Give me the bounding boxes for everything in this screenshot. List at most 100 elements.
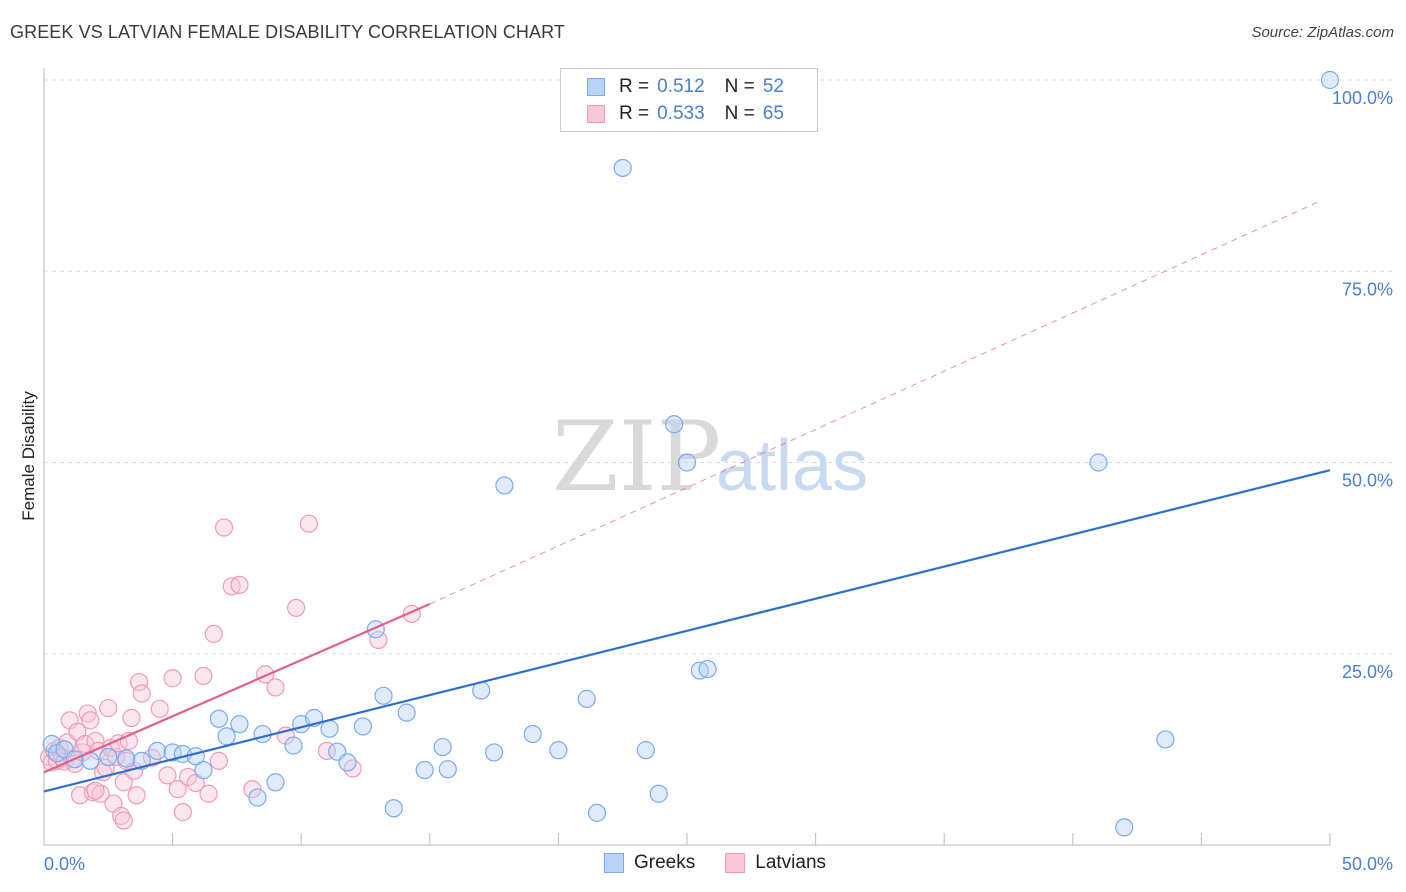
source-label: Source: ZipAtlas.com (1251, 24, 1394, 41)
stats-legend: R = 0.512 N = 52 R = 0.533 N = 65 (560, 68, 818, 132)
greeks-point (587, 803, 607, 822)
watermark-atlas: atlas (716, 426, 868, 506)
data-points (40, 70, 1340, 837)
greeks-point (338, 753, 357, 772)
greeks-point (698, 659, 717, 679)
latvians-point (158, 766, 177, 785)
gridlines (44, 79, 1393, 655)
legend-r-label: R = (619, 103, 650, 124)
y-tick-labels: 25.0% 50.0% 75.0% 100.0% (1332, 88, 1393, 682)
legend-r-label: R = (619, 76, 650, 97)
latvians-point (91, 784, 110, 803)
greeks-point (577, 689, 596, 708)
greeks-point (217, 727, 236, 746)
latvians-point (150, 699, 169, 718)
greeks-legend-label: Greeks (634, 852, 696, 873)
greeks-point (253, 724, 272, 744)
latvians-point (286, 598, 306, 617)
greeks-point (1089, 453, 1108, 472)
x-tick-label-min: 0.0% (44, 854, 85, 874)
y-tick-label: 25.0% (1342, 662, 1393, 682)
latvians-point (199, 784, 218, 803)
greeks-point (636, 741, 655, 760)
legend-r-value: 0.512 (657, 76, 705, 97)
latvians-point (194, 666, 213, 686)
greeks-point (353, 717, 373, 736)
latvians-point (163, 669, 182, 688)
latvians-point (266, 678, 285, 697)
greeks-point (677, 453, 697, 472)
legend-n-value: 52 (762, 76, 784, 97)
greeks-point (613, 158, 632, 178)
latvians-point (204, 624, 223, 643)
latvians-swatch (587, 105, 605, 123)
latvians-point (99, 698, 118, 718)
legend-n-label: N = (724, 103, 755, 124)
legend-item-greeks[interactable]: Greeks (604, 852, 695, 874)
trend-lines (43, 201, 1331, 793)
legend-row-latvians: R = 0.533 N = 65 (587, 102, 784, 126)
latvians-legend-swatch (725, 853, 746, 873)
greeks-point (320, 719, 339, 738)
x-tick-marks (172, 833, 1331, 845)
latvians-point (299, 514, 319, 533)
greeks-point (374, 686, 393, 705)
latvians-point (81, 711, 100, 730)
greeks-point (194, 760, 213, 780)
latvians-point (168, 780, 187, 799)
latvians-point (122, 708, 141, 728)
greeks-point (665, 415, 684, 434)
x-tick-label-max: 50.0% (1342, 854, 1393, 874)
greeks-point (649, 784, 668, 803)
greeks-point (549, 741, 568, 760)
legend-n-label: N = (724, 76, 755, 97)
latvians-point (132, 684, 151, 703)
latvians-point (369, 630, 388, 650)
watermark: ZIP atlas (552, 401, 868, 513)
greeks-point (485, 743, 504, 762)
latvians-point (114, 811, 133, 830)
greeks-point (209, 709, 228, 728)
greeks-point (384, 799, 403, 818)
greeks-point (495, 476, 514, 495)
greeks-point (397, 703, 416, 722)
greeks-point (438, 760, 457, 779)
greeks-point (266, 773, 285, 792)
greeks-point (1115, 818, 1134, 837)
latvians-point (114, 773, 133, 792)
y-tick-label: 100.0% (1332, 88, 1393, 108)
greeks-point (1156, 730, 1175, 749)
latvians-trend-extension (429, 201, 1318, 605)
greeks-point (523, 724, 542, 744)
greeks-point (433, 737, 452, 757)
latvians-legend-label: Latvians (755, 852, 827, 873)
latvians-point (86, 781, 105, 800)
legend-n-value: 65 (762, 103, 784, 124)
legend-r-value: 0.533 (657, 103, 705, 124)
greeks-swatch (587, 78, 605, 96)
latvians-point (230, 575, 249, 595)
chart-title: GREEK VS LATVIAN FEMALE DISABILITY CORRE… (10, 22, 565, 42)
y-tick-label: 75.0% (1342, 279, 1393, 299)
greeks-point (99, 747, 118, 767)
greeks-point (248, 788, 267, 807)
latvians-point (317, 741, 337, 761)
greeks-trend-line (43, 469, 1331, 793)
y-tick-label: 50.0% (1342, 471, 1393, 491)
series-legend: Greeks Latvians (604, 852, 856, 874)
latvians-point (209, 751, 228, 770)
latvians-point (173, 803, 192, 822)
greeks-point (284, 736, 303, 755)
latvians-trend-line (43, 603, 431, 774)
greeks-point (415, 760, 434, 780)
watermark-zip: ZIP (552, 401, 721, 513)
greeks-point (148, 741, 167, 761)
legend-item-latvians[interactable]: Latvians (725, 852, 826, 874)
y-axis-label: Female Disability (19, 391, 38, 521)
legend-row-greeks: R = 0.512 N = 52 (587, 75, 784, 99)
greeks-point (690, 661, 709, 680)
latvians-point (130, 672, 149, 692)
greeks-legend-swatch (604, 853, 624, 873)
latvians-point (127, 786, 146, 805)
